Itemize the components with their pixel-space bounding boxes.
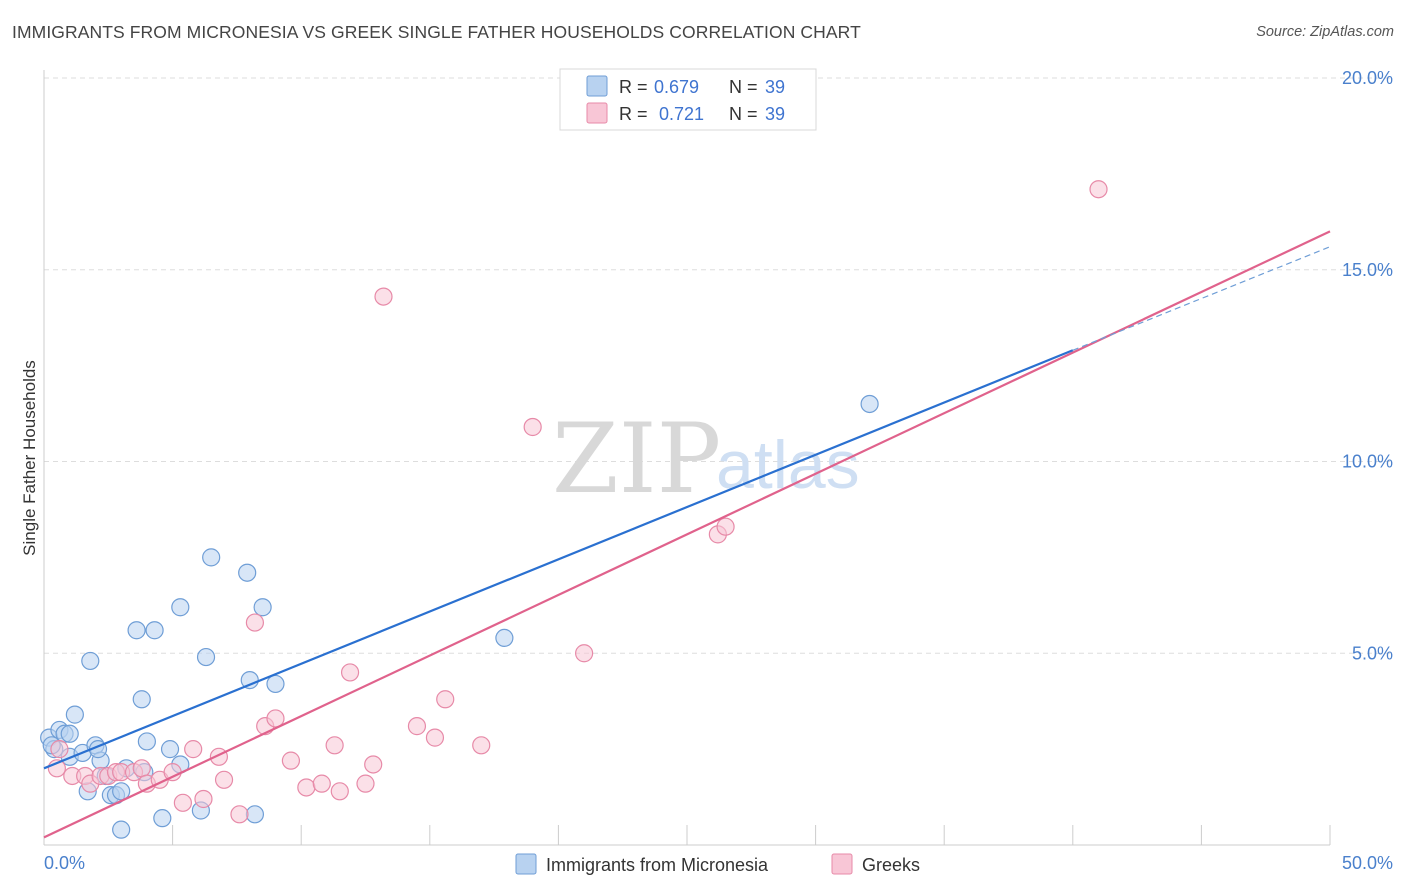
x-tick-label-max: 50.0% <box>1342 853 1393 873</box>
point-micronesia <box>202 548 221 567</box>
legend-bottom-swatch-pink <box>831 853 853 875</box>
point-greeks <box>436 690 455 709</box>
point-greeks <box>214 770 234 789</box>
point-greeks <box>245 613 265 632</box>
watermark: ZIP atlas <box>552 403 860 515</box>
trend-line-micronesia <box>43 349 1074 770</box>
legend-swatch-pink <box>586 102 608 124</box>
legend-r-label-1: R = <box>619 77 648 97</box>
point-micronesia <box>145 621 164 640</box>
point-greeks <box>325 736 344 755</box>
y-axis-label: Single Father Households <box>20 360 39 556</box>
point-greeks <box>312 774 331 793</box>
point-greeks <box>716 517 735 536</box>
y-tick-label: 15.0% <box>1342 260 1393 280</box>
axes <box>43 70 1330 846</box>
chart-title: IMMIGRANTS FROM MICRONESIA VS GREEK SING… <box>12 22 861 42</box>
legend-n-value-2: 39 <box>765 104 785 124</box>
point-greeks <box>340 663 360 682</box>
point-micronesia <box>81 651 100 671</box>
point-greeks <box>374 287 393 306</box>
point-greeks <box>472 736 491 755</box>
legend-bottom-swatch-blue <box>515 853 537 875</box>
point-greeks <box>230 805 249 824</box>
point-greeks <box>184 740 203 759</box>
legend-swatch-blue <box>586 75 608 97</box>
point-micronesia <box>127 621 146 640</box>
point-greeks <box>1089 180 1108 199</box>
legend-r-value-2: 0.721 <box>659 104 704 124</box>
legend-n-label-2: N = <box>729 104 758 124</box>
legend-bottom: Immigrants from Micronesia Greeks <box>515 853 920 875</box>
y-tick-label: 20.0% <box>1342 68 1393 88</box>
trend-lines <box>43 230 1331 839</box>
point-greeks <box>132 759 151 778</box>
point-micronesia <box>65 705 84 724</box>
y-tick-labels: 5.0% 10.0% 15.0% 20.0% <box>1342 68 1393 663</box>
legend-top: R = 0.679 N = 39 R = 0.721 N = 39 <box>559 68 817 131</box>
point-greeks <box>330 782 349 801</box>
point-micronesia <box>238 563 257 582</box>
point-greeks <box>163 763 182 782</box>
source-credit: Source: ZipAtlas.com <box>1256 24 1394 40</box>
point-micronesia <box>160 740 180 759</box>
point-greeks <box>356 774 375 793</box>
point-micronesia <box>253 598 272 617</box>
point-greeks <box>173 793 192 812</box>
trend-line-greeks <box>43 230 1331 839</box>
point-greeks <box>297 778 316 797</box>
legend-r-value-1: 0.679 <box>654 77 699 97</box>
point-micronesia <box>266 674 285 694</box>
point-greeks <box>50 740 69 759</box>
point-greeks <box>425 728 445 747</box>
legend-bottom-label-blue: Immigrants from Micronesia <box>546 855 769 875</box>
legend-bottom-label-pink: Greeks <box>862 855 920 875</box>
y-tick-label: 5.0% <box>1352 643 1393 663</box>
y-tick-label: 10.0% <box>1342 452 1393 472</box>
legend-n-label-1: N = <box>729 77 758 97</box>
point-micronesia <box>860 394 879 414</box>
point-greeks <box>407 717 427 736</box>
point-micronesia <box>171 598 190 617</box>
grid-lines <box>44 77 1392 845</box>
point-micronesia <box>196 647 216 667</box>
point-greeks <box>281 751 301 770</box>
point-greeks <box>575 644 594 663</box>
point-greeks <box>194 789 213 809</box>
point-micronesia <box>60 724 79 743</box>
point-micronesia <box>112 820 131 839</box>
point-greeks <box>523 417 542 437</box>
legend-r-label-2: R = <box>619 104 648 124</box>
point-micronesia <box>245 805 265 824</box>
point-micronesia <box>132 690 151 709</box>
x-tick-label-min: 0.0% <box>44 853 85 873</box>
point-greeks <box>364 755 383 774</box>
point-micronesia <box>495 628 514 648</box>
trend-line-micronesia-extension <box>1072 246 1331 351</box>
point-micronesia <box>137 732 156 751</box>
series-greeks-points <box>47 180 1108 824</box>
point-greeks <box>266 709 285 728</box>
legend-n-value-1: 39 <box>765 77 785 97</box>
watermark-zip: ZIP <box>552 403 721 515</box>
point-micronesia <box>153 809 172 828</box>
